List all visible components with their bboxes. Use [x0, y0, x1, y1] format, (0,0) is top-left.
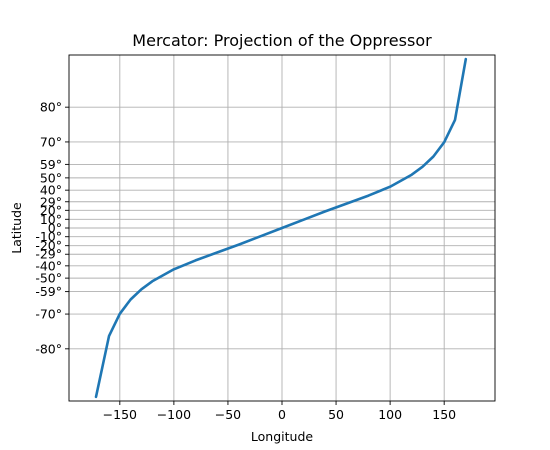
x-tick-label: 100	[378, 407, 402, 422]
y-tick-label: -10°	[35, 229, 62, 244]
series-layer	[94, 57, 468, 399]
y-tick-label: -80°	[35, 341, 62, 356]
y-tick-label: 29°	[40, 194, 62, 209]
y-tick-label: 10°	[40, 212, 62, 227]
y-tick-label: 20°	[40, 203, 62, 218]
y-tick-label: 70°	[40, 134, 62, 149]
y-tick-label: -50°	[35, 271, 62, 286]
y-tick-label: -40°	[35, 258, 62, 273]
y-tick-label: -59°	[35, 284, 62, 299]
y-tick-label: 0°	[48, 221, 62, 236]
x-tick-label: −150	[103, 407, 137, 422]
y-tick-label: 80°	[40, 100, 62, 115]
chart-title: Mercator: Projection of the Oppressor	[132, 31, 432, 50]
y-tick-label: 40°	[40, 183, 62, 198]
y-tick-label: 59°	[40, 157, 62, 172]
x-tick-label: 150	[432, 407, 456, 422]
x-tick-label: 0	[278, 407, 286, 422]
x-axis-label: Longitude	[251, 429, 313, 444]
y-tick-label: -20°	[35, 238, 62, 253]
y-axis-label: Latitude	[9, 202, 24, 254]
x-tick-label: −50	[215, 407, 241, 422]
y-tick-label: 50°	[40, 170, 62, 185]
y-tick-label: -70°	[35, 307, 62, 322]
x-tick-label: 50	[328, 407, 344, 422]
series-line	[94, 57, 468, 399]
x-tick-label: −100	[157, 407, 191, 422]
y-tick-label: -29°	[35, 247, 62, 262]
axis-ticks: −150 −100 −50 0 50 100 150 -80° -70° -59°-50°-40°…	[35, 100, 456, 422]
